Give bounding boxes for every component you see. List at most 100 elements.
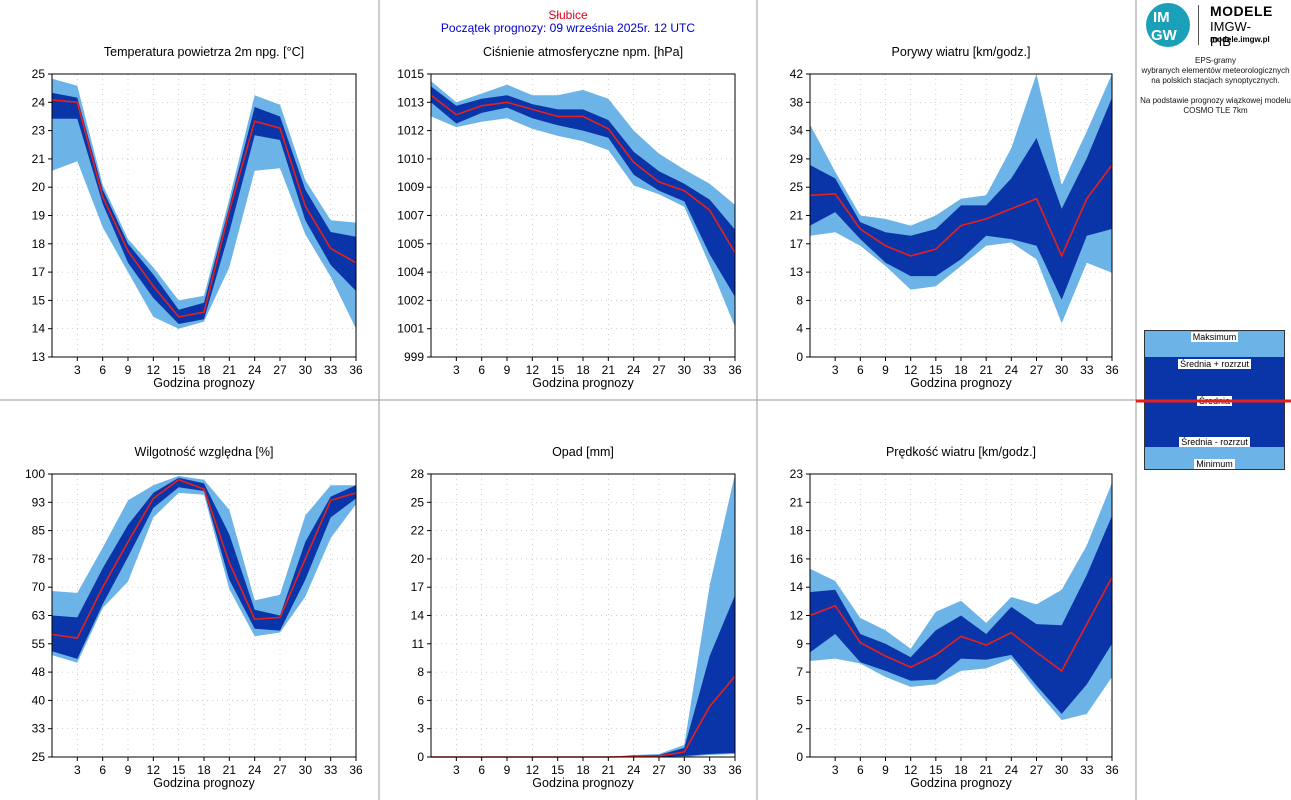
y-tick-label: 2 [796, 722, 803, 736]
x-tick-label: 21 [223, 363, 237, 377]
y-tick-label: 14 [790, 580, 804, 594]
x-tick-label: 24 [627, 363, 641, 377]
x-tick-label: 12 [526, 763, 540, 777]
x-tick-label: 30 [1055, 763, 1069, 777]
y-tick-label: 33 [32, 722, 46, 736]
y-tick-label: 25 [411, 495, 425, 509]
y-tick-label: 1010 [397, 152, 424, 166]
x-tick-label: 6 [857, 363, 864, 377]
x-tick-label: 12 [147, 363, 161, 377]
y-tick-label: 9 [796, 637, 803, 651]
x-tick-label: 12 [904, 763, 918, 777]
x-tick-label: 15 [929, 363, 943, 377]
x-tick-label: 27 [652, 363, 666, 377]
x-tick-label: 24 [248, 763, 262, 777]
x-tick-label: 36 [1105, 363, 1119, 377]
y-tick-label: 3 [417, 722, 424, 736]
x-axis-label: Godzina prognozy [910, 376, 1012, 390]
x-tick-label: 15 [551, 763, 565, 777]
logo-brand: MODELE [1210, 3, 1273, 19]
y-tick-label: 20 [411, 552, 425, 566]
description-line: Na podstawie prognozy wiązkowej modelu [1140, 96, 1291, 105]
y-tick-label: 13 [32, 350, 46, 364]
x-tick-label: 36 [1105, 763, 1119, 777]
x-tick-label: 30 [299, 363, 313, 377]
y-tick-label: 25 [32, 750, 46, 764]
y-tick-label: 1001 [397, 322, 424, 336]
legend-text-mean-minus: Średnia - rozrzut [1179, 437, 1250, 447]
x-tick-label: 30 [1055, 363, 1069, 377]
y-tick-label: 0 [796, 350, 803, 364]
chart-title: Prędkość wiatru [km/godz.] [886, 445, 1036, 459]
y-tick-label: 100 [25, 467, 45, 481]
x-tick-label: 21 [223, 763, 237, 777]
y-tick-label: 70 [32, 580, 46, 594]
logo-org: IMGW-PIB [1210, 19, 1251, 49]
y-tick-label: 1005 [397, 237, 424, 251]
x-tick-label: 33 [324, 763, 338, 777]
band-spread [431, 86, 735, 297]
y-tick-label: 23 [790, 467, 804, 481]
y-tick-label: 78 [32, 552, 46, 566]
x-tick-label: 15 [172, 363, 186, 377]
y-tick-label: 21 [32, 152, 46, 166]
logo-mark [1146, 3, 1190, 47]
y-tick-label: 999 [404, 350, 424, 364]
legend-text-max: Maksimum [1190, 332, 1239, 342]
x-tick-label: 12 [526, 363, 540, 377]
description-line: COSMO TLE 7km [1183, 106, 1248, 115]
y-tick-label: 19 [32, 209, 46, 223]
x-tick-label: 9 [125, 763, 132, 777]
x-tick-label: 36 [349, 363, 363, 377]
legend-text-min: Minimum [1194, 459, 1235, 469]
y-tick-label: 85 [32, 524, 46, 538]
y-tick-label: 1009 [397, 180, 424, 194]
x-tick-label: 3 [832, 363, 839, 377]
y-tick-label: 42 [790, 67, 804, 81]
y-tick-label: 48 [32, 665, 46, 679]
x-axis-label: Godzina prognozy [910, 776, 1012, 790]
y-tick-label: 1012 [397, 124, 424, 138]
y-tick-label: 4 [796, 322, 803, 336]
x-tick-label: 18 [954, 763, 968, 777]
x-tick-label: 9 [504, 363, 511, 377]
x-tick-label: 21 [979, 363, 993, 377]
x-tick-label: 18 [576, 363, 590, 377]
x-tick-label: 36 [728, 763, 742, 777]
band-spread [810, 97, 1112, 300]
y-tick-label: 40 [32, 693, 46, 707]
x-tick-label: 30 [299, 763, 313, 777]
y-tick-label: 13 [790, 265, 804, 279]
x-tick-label: 15 [929, 763, 943, 777]
logo-mark-bottom: GW [1151, 27, 1177, 44]
x-tick-label: 27 [273, 363, 287, 377]
x-tick-label: 33 [703, 763, 717, 777]
x-tick-label: 9 [125, 363, 132, 377]
mean-line [809, 577, 1113, 673]
x-tick-label: 24 [1005, 363, 1019, 377]
x-tick-label: 24 [627, 763, 641, 777]
band-min-max [52, 78, 356, 329]
y-tick-label: 11 [412, 637, 425, 651]
y-tick-label: 25 [32, 67, 46, 81]
y-tick-label: 18 [32, 237, 46, 251]
x-tick-label: 30 [678, 763, 692, 777]
y-tick-label: 17 [790, 237, 804, 251]
chart-title: Opad [mm] [552, 445, 614, 459]
description-line: na polskich stacjach synoptycznych. [1151, 76, 1280, 85]
y-tick-label: 7 [796, 665, 803, 679]
y-tick-label: 8 [417, 665, 424, 679]
x-tick-label: 6 [857, 763, 864, 777]
imgw-logo: IM GW MODELE IMGW-PIB modele.imgw.pl [1146, 3, 1272, 49]
legend-label-mean-minus: Średnia - rozrzut [1145, 437, 1284, 447]
mean-line [51, 478, 357, 639]
x-tick-label: 24 [1005, 763, 1019, 777]
logo-separator [1198, 5, 1199, 45]
chart-title: Ciśnienie atmosferyczne npm. [hPa] [483, 45, 683, 59]
x-tick-label: 12 [904, 363, 918, 377]
x-tick-label: 33 [703, 363, 717, 377]
